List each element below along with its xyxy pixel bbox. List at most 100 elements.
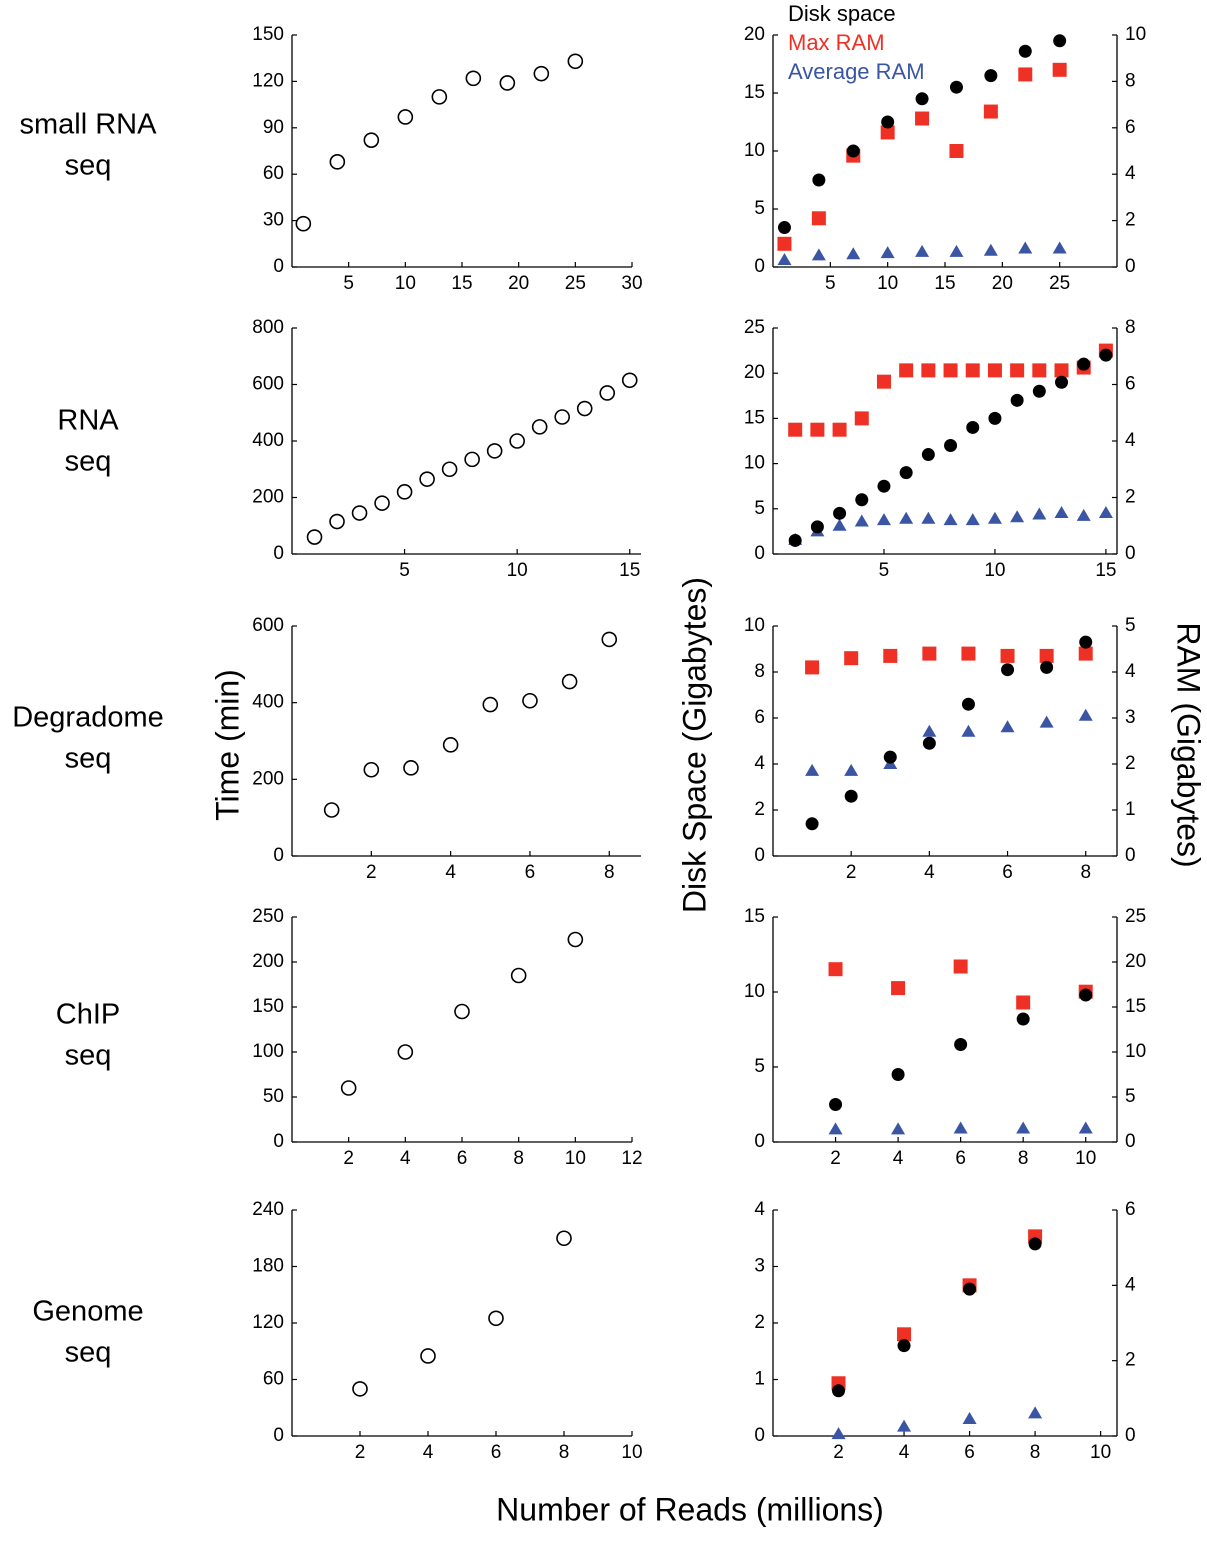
disk-space-point [788, 533, 802, 547]
y-tick-label: 400 [252, 692, 284, 713]
x-tick-label: 10 [1090, 1442, 1111, 1463]
disk-space-point [922, 736, 936, 750]
x-tick-label: 6 [1002, 862, 1013, 883]
max-ram-point [1078, 646, 1093, 661]
ram-tick-label: 2 [1125, 753, 1136, 774]
time-panel: 0 200 400 600 2 4 6 8 [252, 615, 641, 883]
x-tick-label: 8 [1018, 1148, 1029, 1169]
disk-tick-label: 1 [754, 1369, 765, 1390]
disk-tick-label: 0 [754, 1425, 765, 1446]
time-point [533, 65, 550, 82]
disk-tick-label: 15 [744, 407, 765, 428]
row-label-line: Degradome [12, 702, 164, 734]
average-ram-point [897, 1419, 912, 1432]
disk-tick-label: 10 [744, 981, 765, 1002]
x-tick-label: 2 [366, 862, 377, 883]
x-tick-label: 4 [423, 1442, 434, 1463]
disk-space-point [777, 221, 791, 235]
time-point [454, 1003, 470, 1020]
x-tick-label: 6 [491, 1442, 502, 1463]
max-ram-point [1052, 62, 1067, 77]
max-ram-point [961, 646, 976, 661]
disk-tick-label: 10 [744, 615, 765, 636]
time-point [295, 215, 312, 232]
ram-tick-label: 5 [1125, 615, 1136, 636]
disk-tick-label: 10 [744, 140, 765, 161]
time-point [486, 443, 503, 459]
y-tick-label: 0 [273, 543, 284, 564]
x-tick-label: 25 [1049, 273, 1070, 294]
ram-tick-label: 6 [1125, 374, 1136, 395]
x-tick-label: 8 [513, 1148, 524, 1169]
x-tick-label: 15 [451, 273, 472, 294]
x-tick-label: 2 [833, 1442, 844, 1463]
max-ram-point [1010, 363, 1025, 378]
x-tick-label: 6 [964, 1442, 975, 1463]
disk-tick-label: 0 [754, 543, 765, 564]
x-tick-label: 12 [621, 1148, 642, 1169]
disk-space-point [963, 1282, 977, 1296]
max-ram-point [943, 363, 958, 378]
y-tick-label: 250 [252, 906, 284, 927]
resource-panel: 0 5 10 15 20 0 2 4 6 8 10 5 10 15 20 25 [744, 24, 1146, 294]
disk-space-point [829, 1098, 843, 1111]
y-tick-label: 150 [252, 996, 284, 1017]
disk-tick-label: 0 [754, 256, 765, 277]
x-tick-label: 10 [877, 273, 898, 294]
max-ram-point [1039, 648, 1054, 663]
max-ram-point [876, 374, 891, 389]
disk-tick-label: 20 [744, 24, 765, 45]
x-tick-label: 15 [1095, 560, 1116, 581]
average-ram-point [961, 724, 976, 737]
y-tick-label: 800 [252, 317, 284, 338]
disk-tick-label: 5 [754, 498, 765, 519]
disk-space-point [1001, 663, 1015, 677]
ram-axis-title: RAM (Gigabytes) [1171, 622, 1207, 867]
disk-space-point [949, 80, 963, 94]
average-ram-point [832, 518, 847, 531]
x-tick-label: 4 [893, 1148, 904, 1169]
time-panel: 0 50 100 150 200 250 2 4 6 8 10 12 [252, 906, 642, 1169]
average-ram-point [922, 724, 937, 737]
x-tick-label: 5 [343, 273, 354, 294]
max-ram-point [922, 646, 937, 661]
x-tick-label: 5 [825, 273, 836, 294]
time-point [531, 419, 548, 435]
y-tick-label: 50 [263, 1086, 284, 1107]
disk-space-point [984, 69, 998, 83]
y-tick-label: 90 [263, 117, 284, 138]
resource-panel: 0 1 2 3 4 0 2 4 6 2 4 6 8 10 [754, 1199, 1136, 1463]
ram-tick-label: 2 [1125, 210, 1136, 231]
disk-space-point [897, 1339, 911, 1353]
average-ram-point [1078, 708, 1093, 721]
ram-tick-label: 0 [1125, 256, 1136, 277]
time-point [464, 451, 480, 468]
ram-tick-label: 5 [1125, 1086, 1136, 1107]
max-ram-point [1054, 363, 1069, 378]
x-tick-label: 6 [457, 1148, 468, 1169]
x-tick-label: 6 [955, 1148, 966, 1169]
time-panel: 0 200 400 600 800 5 10 15 [252, 317, 641, 581]
ram-tick-label: 2 [1125, 1350, 1136, 1371]
time-point [556, 1230, 572, 1247]
row-label-line: RNA [57, 405, 119, 437]
row-label-line: seq [65, 150, 112, 182]
disk-space-point [877, 479, 891, 493]
x-tick-label: 15 [934, 273, 955, 294]
y-tick-label: 200 [252, 951, 284, 972]
time-point [601, 631, 618, 648]
disk-axis-title: Disk Space (Gigabytes) [676, 577, 712, 913]
disk-tick-label: 5 [754, 198, 765, 219]
x-tick-label: 20 [508, 273, 529, 294]
average-ram-point [828, 1122, 843, 1135]
max-ram-point [880, 125, 895, 140]
average-ram-point [921, 511, 936, 524]
disk-space-point [954, 1038, 968, 1051]
max-ram-point [897, 1327, 912, 1342]
average-ram-point [805, 763, 820, 776]
ram-tick-label: 0 [1125, 1131, 1136, 1152]
average-ram-point [831, 1427, 846, 1440]
resource-panel: 0 5 10 15 0 5 10 15 20 25 2 4 6 8 10 [744, 906, 1146, 1169]
ram-tick-label: 2 [1125, 487, 1136, 508]
resource-panel: 0 2 4 6 8 10 0 1 2 3 4 5 2 4 6 8 [744, 615, 1136, 883]
